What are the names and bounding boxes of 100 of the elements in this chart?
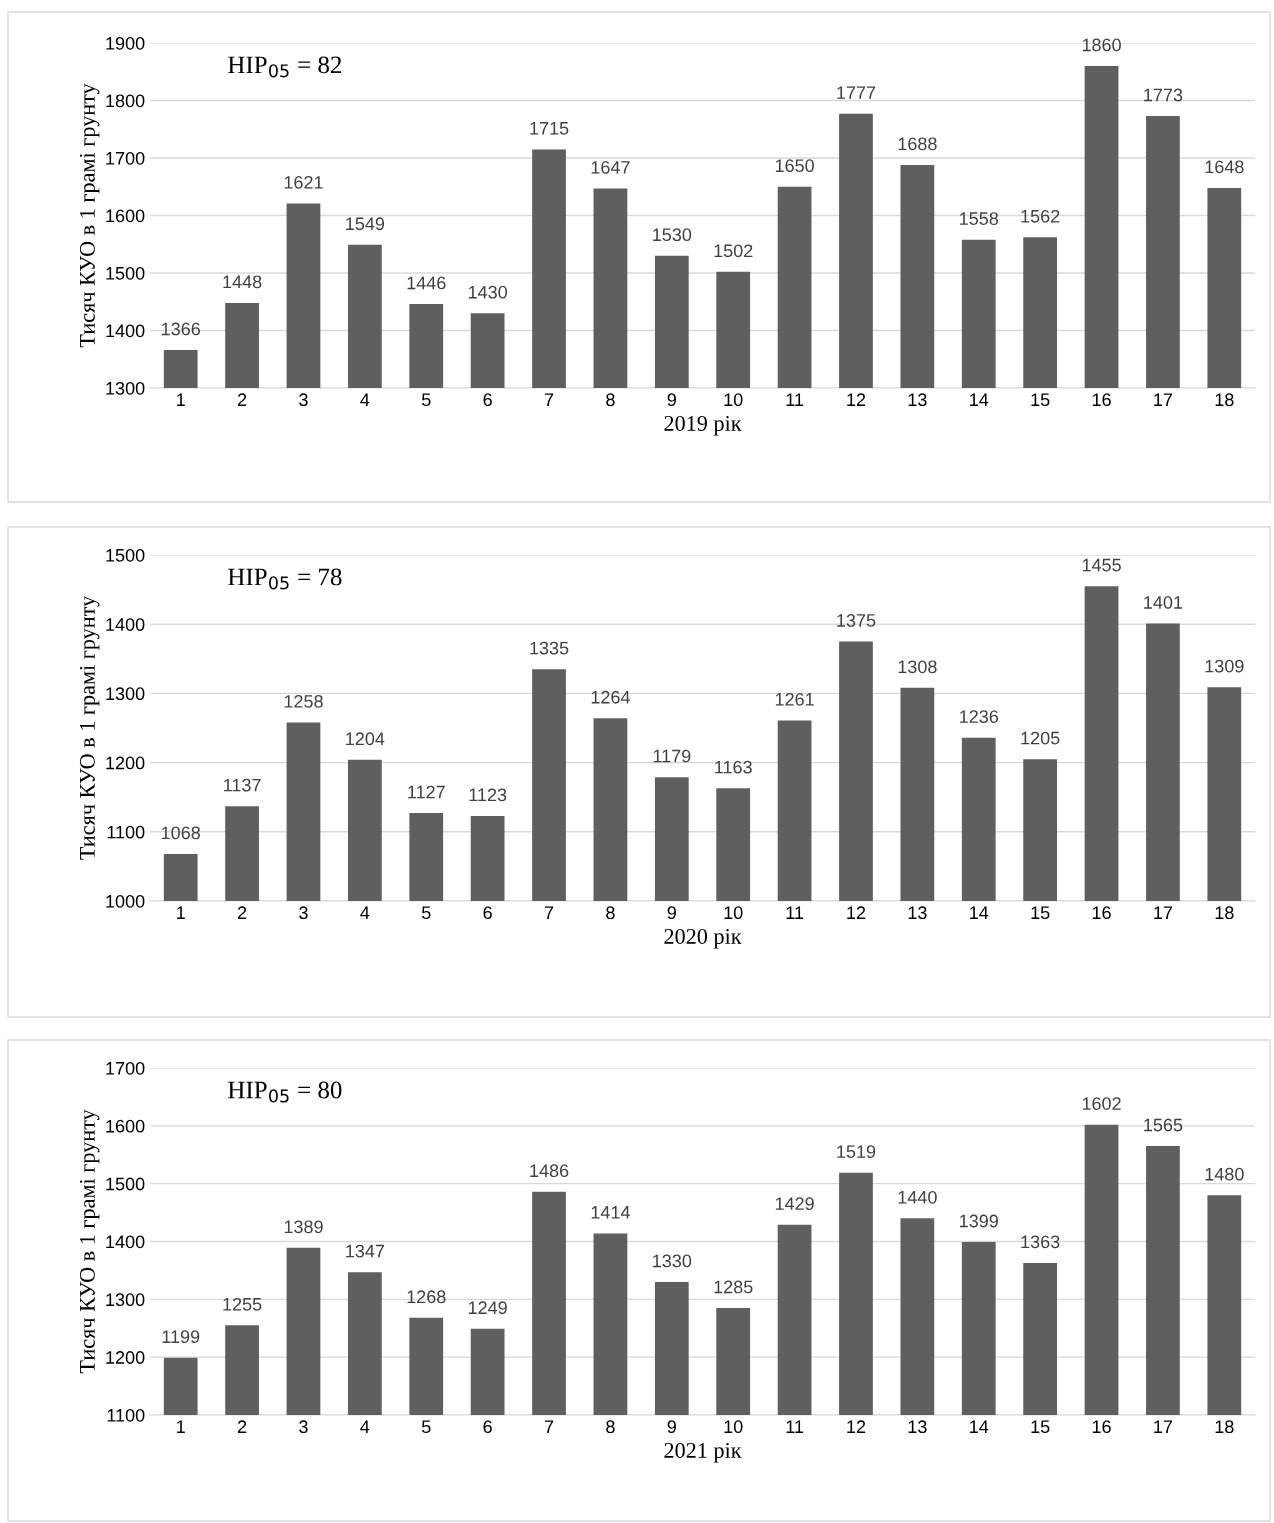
x-axis-title: 2020 рік: [664, 928, 742, 949]
data-label: 1264: [591, 690, 630, 704]
data-label: 1285: [714, 1280, 753, 1294]
x-tick-label: 14: [970, 906, 989, 919]
x-tick-label: 14: [970, 393, 989, 406]
y-axis-title: Тисяч КУО в 1 грамі грунту: [79, 595, 100, 860]
x-tick-label: 15: [1031, 906, 1050, 920]
y-tick-label: 1300: [106, 1293, 145, 1307]
x-tick-label: 11: [786, 393, 804, 406]
x-tick-label: 8: [606, 393, 615, 407]
data-label: 1650: [775, 159, 814, 173]
y-tick-label: 1100: [107, 825, 145, 839]
x-tick-label: 6: [483, 393, 492, 407]
x-tick-label: 4: [360, 906, 370, 919]
data-label: 1602: [1082, 1097, 1121, 1110]
x-tick-label: 13: [908, 1420, 927, 1434]
data-label: 1399: [960, 1214, 998, 1228]
data-label: 1123: [469, 788, 507, 802]
data-label: 1347: [346, 1244, 385, 1258]
data-label: 1204: [346, 732, 385, 746]
data-label: 1448: [223, 275, 262, 289]
y-tick-label: 1600: [106, 209, 145, 223]
x-tick-label: 4: [360, 393, 370, 406]
y-tick-label: 1600: [106, 1119, 145, 1133]
data-label: 1486: [530, 1164, 569, 1178]
data-label: 1621: [284, 175, 323, 189]
data-label: 1429: [775, 1197, 814, 1211]
x-tick-label: 1: [177, 906, 185, 919]
data-label: 1309: [1205, 659, 1244, 673]
x-tick-label: 12: [847, 393, 866, 406]
data-label: 1366: [161, 322, 200, 336]
x-axis-title: 2019 рік: [664, 415, 742, 436]
annotation: НІР$_{05}$ = 82: [228, 56, 342, 78]
x-tick-label: 3: [299, 393, 308, 407]
data-label: 1648: [1205, 160, 1244, 174]
x-tick-label: 17: [1154, 1420, 1173, 1433]
y-tick-label: 1400: [106, 1235, 145, 1249]
data-label: 1068: [161, 826, 200, 840]
x-tick-label: 2: [237, 906, 247, 919]
x-tick-label: 7: [544, 393, 554, 406]
x-tick-label: 5: [421, 393, 431, 407]
data-label: 1502: [714, 244, 753, 258]
x-axis-title: 2021 рік: [664, 1442, 742, 1463]
data-label: 1530: [653, 228, 692, 242]
data-label: 1549: [346, 217, 385, 231]
x-tick-label: 15: [1031, 1420, 1050, 1434]
annotation: НІР$_{05}$ = 78: [228, 568, 342, 590]
data-label: 1647: [591, 161, 630, 174]
data-label: 1562: [1021, 209, 1060, 223]
x-tick-label: 11: [786, 906, 804, 919]
x-tick-label: 15: [1031, 393, 1050, 407]
y-tick-label: 1400: [106, 324, 145, 338]
y-tick-label: 1200: [106, 1351, 145, 1364]
data-label: 1258: [284, 695, 323, 708]
x-tick-label: 13: [908, 393, 927, 407]
x-tick-label: 8: [606, 1420, 615, 1434]
x-tick-label: 6: [483, 1420, 492, 1434]
data-label: 1179: [653, 749, 691, 763]
x-tick-label: 2: [237, 393, 247, 406]
x-tick-label: 10: [724, 906, 743, 920]
data-label: 1558: [960, 212, 999, 225]
x-tick-label: 12: [847, 1420, 866, 1433]
data-label: 1363: [1021, 1235, 1060, 1249]
y-tick-label: 1700: [106, 151, 145, 165]
data-label: 1268: [407, 1290, 446, 1304]
data-label: 1455: [1082, 558, 1121, 572]
x-tick-label: 1: [177, 393, 185, 406]
data-label: 1446: [407, 276, 446, 290]
data-label: 1715: [530, 122, 569, 135]
x-tick-label: 17: [1154, 906, 1173, 919]
data-label: 1205: [1021, 731, 1060, 745]
x-tick-label: 17: [1154, 393, 1173, 406]
data-label: 1330: [653, 1254, 692, 1268]
x-tick-label: 16: [1092, 906, 1111, 920]
x-tick-label: 16: [1092, 1420, 1111, 1434]
x-tick-label: 3: [299, 906, 308, 920]
x-tick-label: 9: [667, 1420, 676, 1434]
data-label: 1249: [468, 1301, 507, 1315]
x-tick-label: 9: [667, 393, 676, 407]
data-label: 1773: [1144, 88, 1183, 102]
x-tick-label: 10: [724, 393, 743, 407]
data-label: 1777: [837, 86, 876, 99]
data-label: 1127: [408, 785, 445, 799]
y-tick-label: 1700: [106, 1061, 145, 1075]
data-label: 1199: [162, 1330, 200, 1344]
data-label: 1414: [591, 1206, 630, 1219]
x-tick-label: 7: [544, 906, 554, 919]
data-label: 1565: [1144, 1118, 1183, 1132]
y-tick-label: 1500: [106, 548, 145, 562]
data-label: 1163: [715, 760, 752, 774]
x-tick-label: 12: [847, 906, 866, 919]
x-tick-label: 13: [908, 906, 927, 920]
y-tick-label: 1500: [106, 266, 145, 280]
data-label: 1375: [837, 614, 876, 627]
x-tick-label: 7: [544, 1420, 554, 1433]
data-label: 1137: [224, 778, 261, 792]
y-tick-label: 1900: [106, 36, 145, 50]
x-tick-label: 14: [970, 1420, 989, 1433]
data-label: 1236: [960, 710, 999, 724]
data-label: 1519: [837, 1145, 876, 1158]
